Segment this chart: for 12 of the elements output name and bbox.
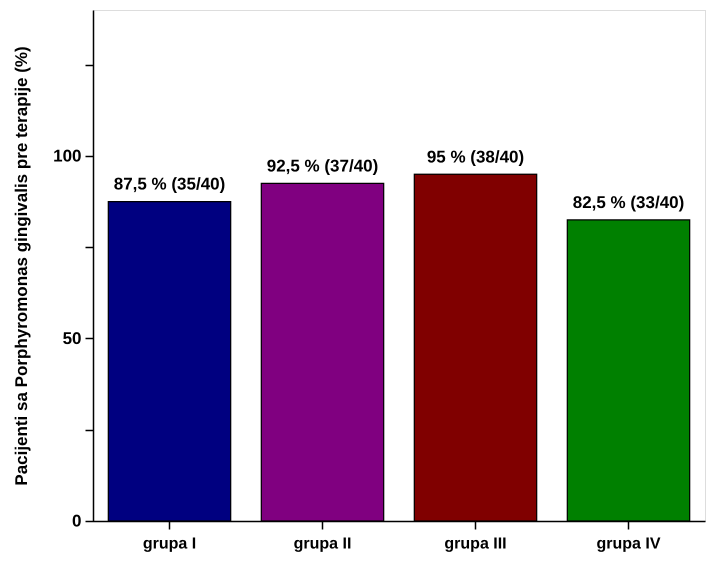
x-tick-label: grupa IV (596, 536, 661, 552)
data-label: 87,5 % (35/40) (114, 174, 226, 194)
y-tick-label: 0 (72, 512, 82, 530)
x-tick-label: grupa II (294, 536, 352, 552)
data-label: 82,5 % (33/40) (572, 192, 684, 212)
x-tick-label: grupa I (142, 536, 196, 552)
data-label: 95 % (38/40) (426, 147, 524, 166)
y-axis-title: Pacijenti sa Porphyromonas gingivalis pre terapije (%) (12, 46, 32, 486)
data-label: 92,5 % (37/40) (266, 156, 378, 176)
y-tick-label: 100 (53, 146, 82, 166)
y-tick-label: 50 (62, 329, 82, 348)
x-tick-label: grupa III (444, 536, 507, 552)
